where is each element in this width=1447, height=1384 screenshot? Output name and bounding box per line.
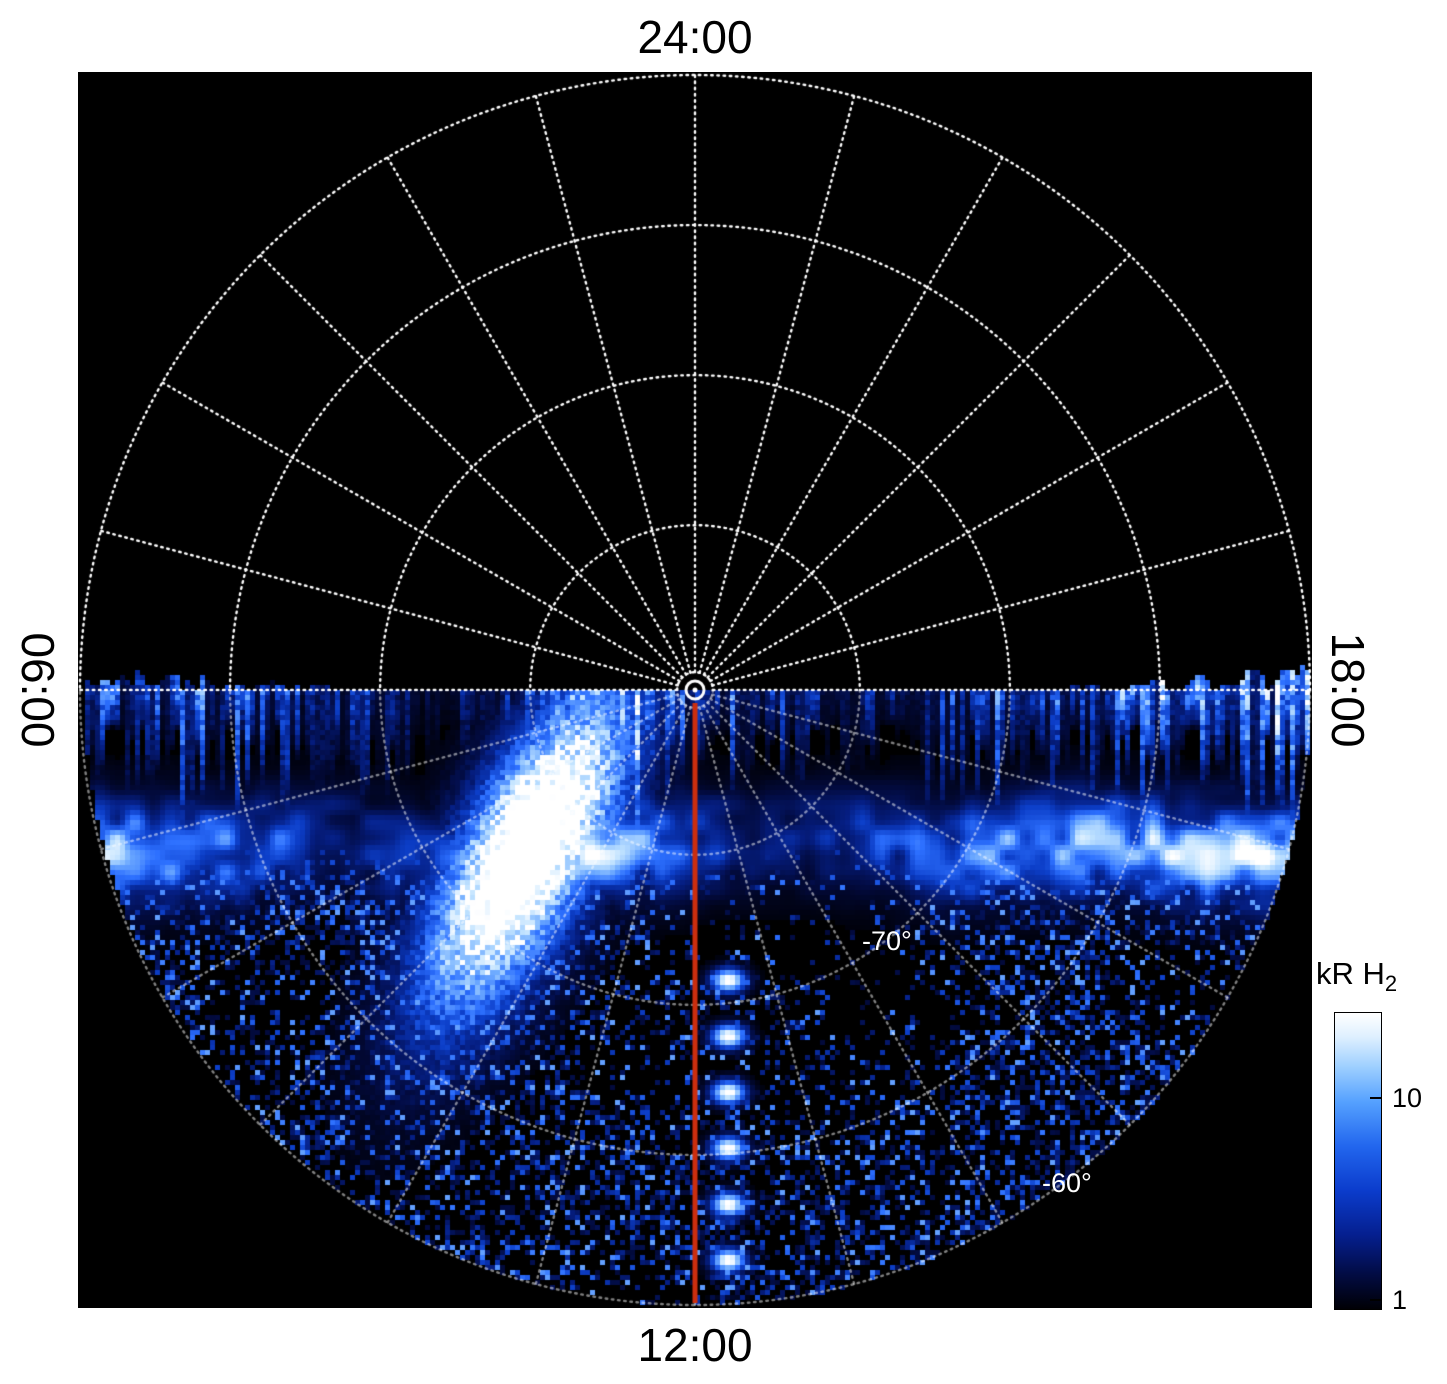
axis-label-dusk: 18:00 — [1322, 632, 1374, 748]
colorbar-tickmark — [1370, 1097, 1381, 1100]
colorbar-gradient — [1334, 1012, 1382, 1310]
colorbar-title-main: kR H — [1316, 956, 1385, 991]
polar-heatmap-canvas — [78, 72, 1312, 1308]
axis-label-midnight: 24:00 — [637, 11, 753, 63]
axis-label-dawn: 06:00 — [12, 632, 64, 748]
colorbar-title-subscript: 2 — [1384, 971, 1398, 997]
plot-area — [78, 72, 1312, 1308]
axis-label-noon: 12:00 — [637, 1319, 753, 1371]
colorbar-tickmark — [1370, 1298, 1381, 1301]
colorbar-tick-label: 10 — [1392, 1083, 1423, 1114]
colorbar-tick-label: 1 — [1392, 1284, 1408, 1315]
colorbar-title: kR H2 — [1316, 956, 1397, 997]
